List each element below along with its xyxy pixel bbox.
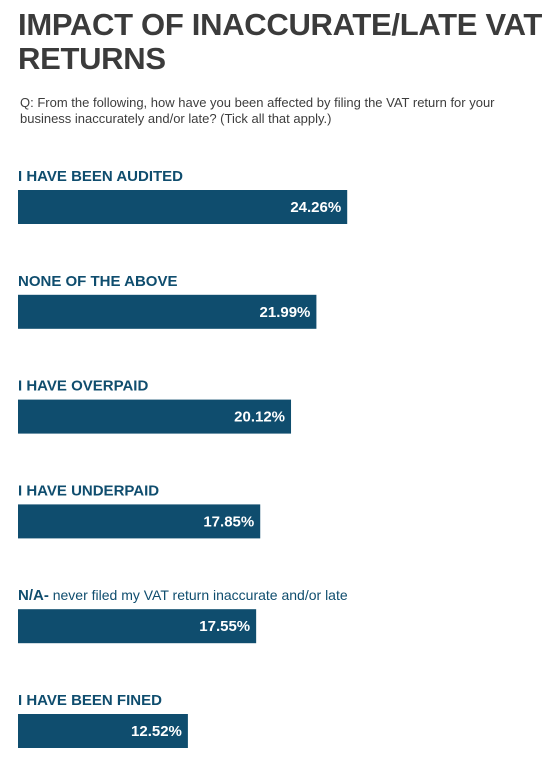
category-label: I HAVE BEEN AUDITED <box>18 168 183 185</box>
bar-value-label: 12.52% <box>131 723 182 740</box>
bar-value-label: 17.85% <box>203 513 254 530</box>
category-label: NONE OF THE ABOVE <box>18 273 177 290</box>
category-label-bold: I HAVE BEEN AUDITED <box>18 168 183 185</box>
category-label: I HAVE UNDERPAID <box>18 482 159 499</box>
bar <box>18 714 188 748</box>
bar <box>18 399 292 434</box>
bar <box>18 609 257 644</box>
survey-question: Q: From the following, how have you been… <box>20 95 495 126</box>
bar <box>18 190 348 224</box>
category-label-bold: I HAVE OVERPAID <box>18 378 148 395</box>
bar-value-label: 21.99% <box>260 304 311 321</box>
category-label: I HAVE OVERPAID <box>18 378 148 395</box>
bar-value-label: 24.26% <box>290 199 341 216</box>
bar-value-label: 17.55% <box>199 618 250 635</box>
page-title: IMPACT OF INACCURATE/LATE VAT RETURNS <box>18 7 542 76</box>
category-label-bold: I HAVE BEEN FINED <box>18 692 162 709</box>
category-label: I HAVE BEEN FINED <box>18 692 162 709</box>
category-label-bold: NONE OF THE ABOVE <box>18 273 177 290</box>
category-label-bold: I HAVE UNDERPAID <box>18 482 159 499</box>
bar <box>18 504 261 539</box>
category-label-bold: N/A- <box>18 587 49 604</box>
category-label: N/A- never filed my VAT return inaccurat… <box>18 587 348 604</box>
bar <box>18 294 317 329</box>
category-label-rest: never filed my VAT return inaccurate and… <box>49 587 348 603</box>
bar-value-label: 20.12% <box>234 409 285 426</box>
